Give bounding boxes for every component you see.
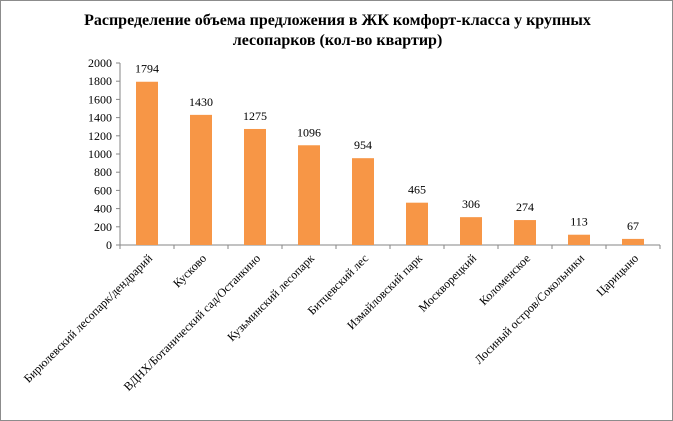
bar xyxy=(136,81,158,245)
category-label: Москворецкий xyxy=(416,251,480,315)
bar xyxy=(622,238,644,245)
data-label: 274 xyxy=(516,200,534,214)
category-label: Царицыно xyxy=(594,251,642,299)
bar xyxy=(514,220,536,245)
bar xyxy=(298,145,320,245)
chart-labels: 1794 Бирюлевский лесопарк/дендрарий 1430 Ку… xyxy=(21,62,641,394)
bar xyxy=(352,158,374,245)
data-label: 113 xyxy=(570,215,588,229)
y-tick-label: 400 xyxy=(94,202,112,216)
y-tick-label: 200 xyxy=(94,220,112,234)
data-label: 1430 xyxy=(189,95,213,109)
bar xyxy=(190,114,212,246)
category-label: Бирюлевский лесопарк/дендрарий xyxy=(21,251,156,386)
y-tick-label: 0 xyxy=(106,238,112,252)
data-label: 954 xyxy=(354,138,372,152)
y-tick-label: 1600 xyxy=(88,92,112,106)
data-label: 306 xyxy=(462,197,480,211)
y-tick-label: 1400 xyxy=(88,111,112,125)
category-label: Коломенское xyxy=(476,251,533,308)
data-label: 1096 xyxy=(297,125,321,139)
bar xyxy=(244,128,266,245)
y-tick-label: 1000 xyxy=(88,147,112,161)
data-label: 465 xyxy=(408,183,426,197)
y-tick-label: 600 xyxy=(94,183,112,197)
y-tick-label: 1200 xyxy=(88,129,112,143)
bar xyxy=(568,234,590,245)
bar xyxy=(406,202,428,245)
chart-title-line-2: лесопарков (кол-во квартир) xyxy=(232,32,443,49)
chart-bars xyxy=(136,81,644,246)
data-label: 1794 xyxy=(135,62,159,76)
y-tick-label: 800 xyxy=(94,165,112,179)
y-tick-label: 1800 xyxy=(88,74,112,88)
category-label: Лосиный остров/Сокольники xyxy=(472,251,588,367)
chart-title: Распределение объема предложения в ЖК ко… xyxy=(41,11,634,51)
chart-title-line-1: Распределение объема предложения в ЖК ко… xyxy=(84,12,591,29)
data-label: 1275 xyxy=(243,109,267,123)
category-label: Кусково xyxy=(170,251,209,290)
y-tick-label: 2000 xyxy=(88,56,112,70)
bar xyxy=(460,217,482,245)
data-label: 67 xyxy=(627,219,639,233)
